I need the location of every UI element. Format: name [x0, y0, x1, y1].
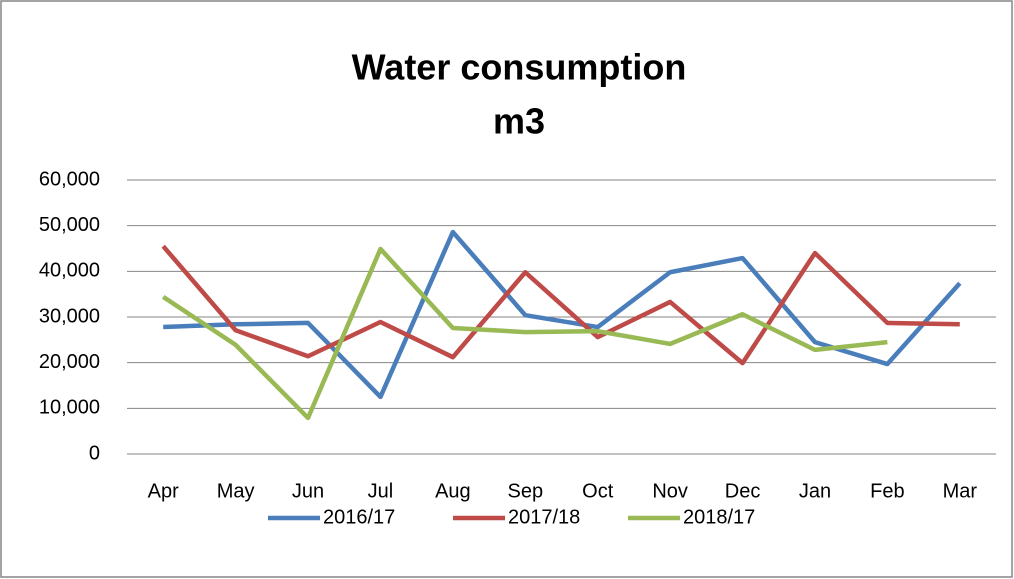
- x-tick-label: Nov: [652, 480, 688, 502]
- x-tick-label: Aug: [435, 480, 471, 502]
- chart-title: Water consumption: [352, 47, 687, 88]
- y-tick-label: 0: [89, 442, 100, 464]
- x-tick-label: Feb: [870, 480, 904, 502]
- x-tick-label: Jan: [799, 480, 831, 502]
- x-tick-label: Oct: [582, 480, 614, 502]
- legend-label: 2016/17: [323, 506, 395, 528]
- y-tick-label: 10,000: [39, 397, 100, 419]
- chart-title: m3: [493, 101, 545, 142]
- y-tick-label: 40,000: [39, 260, 100, 282]
- y-tick-label: 50,000: [39, 214, 100, 236]
- y-tick-label: 30,000: [39, 305, 100, 327]
- x-tick-label: Sep: [507, 480, 543, 502]
- legend-label: 2018/17: [683, 506, 755, 528]
- x-tick-label: Jun: [292, 480, 324, 502]
- x-tick-label: May: [217, 480, 255, 502]
- data-line: [163, 229, 962, 400]
- data-line: [161, 246, 888, 421]
- x-tick-label: Jul: [368, 480, 394, 502]
- y-tick-label: 20,000: [39, 351, 100, 373]
- x-tick-label: Mar: [943, 480, 978, 502]
- x-tick-label: Apr: [148, 480, 179, 502]
- y-tick-label: 60,000: [39, 168, 100, 190]
- data-line: [161, 244, 960, 366]
- legend-label: 2017/18: [508, 506, 580, 528]
- x-tick-label: Dec: [725, 480, 761, 502]
